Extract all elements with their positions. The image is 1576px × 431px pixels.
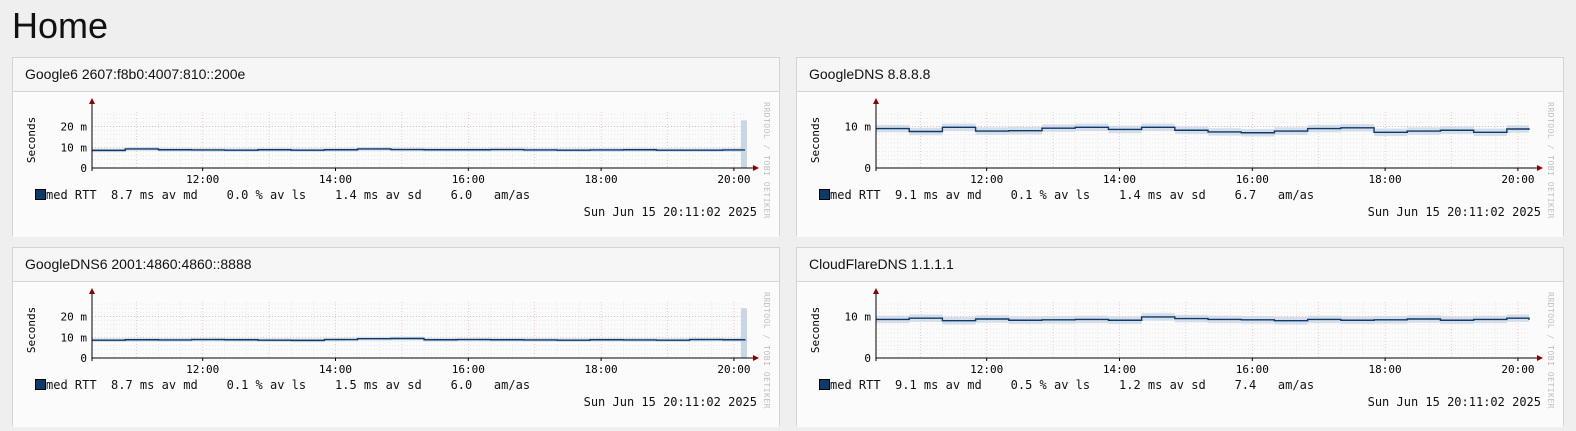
y-tick-label: 20 m	[61, 311, 88, 324]
y-tick-label: 10 m	[845, 311, 872, 324]
smoke-band	[92, 120, 747, 168]
legend: med RTT 8.7 ms av md 0.0 % av ls 1.4 ms …	[35, 188, 530, 202]
x-tick-label: 20:00	[1501, 173, 1534, 186]
y-axis-label: Seconds	[25, 117, 38, 163]
x-axis-arrow	[1537, 355, 1543, 361]
y-axis-arrow	[873, 288, 879, 294]
x-axis-arrow	[1537, 165, 1543, 171]
watermark: RRDTOOL / TOBI OETIKER	[1546, 102, 1555, 219]
panel-body: 0 10 m 20 m 12:00 14:00 16:00 18:00 20:00 Second…	[13, 282, 779, 427]
panel-body: 0 10 m 20 m 12:00 14:00 16:00 18:00 20:00 Second…	[13, 92, 779, 237]
y-axis-arrow	[89, 98, 95, 104]
x-tick-label: 12:00	[970, 173, 1003, 186]
x-tick-label: 20:00	[1501, 363, 1534, 376]
x-axis-arrow	[753, 355, 759, 361]
grid	[91, 112, 745, 169]
rtt-chart: 0 10 m 12:00 14:00 16:00 18:00 20:00 Seconds	[809, 98, 1543, 186]
legend-swatch	[819, 379, 830, 390]
y-tick-label: 10 m	[61, 331, 88, 344]
x-tick-label: 18:00	[1369, 363, 1402, 376]
series-line-med-rtt	[876, 316, 1530, 322]
graph-panel-google6: Google6 2607:f8b0:4007:810::200e 0 10 m 20…	[12, 57, 780, 237]
rtt-chart: 0 10 m 20 m 12:00 14:00 16:00 18:00 20:00 Second…	[25, 98, 759, 186]
y-tick-label: 0	[864, 352, 871, 365]
x-tick-label: 18:00	[585, 363, 618, 376]
y-tick-label: 10 m	[845, 121, 872, 134]
x-tick-label: 12:00	[186, 363, 219, 376]
rtt-chart: 0 10 m 12:00 14:00 16:00 18:00 20:00 Seconds	[809, 288, 1543, 376]
panel-title: Google6 2607:f8b0:4007:810::200e	[13, 58, 779, 92]
page-title: Home	[12, 5, 109, 46]
x-tick-label: 16:00	[1236, 173, 1269, 186]
watermark: RRDTOOL / TOBI OETIKER	[1546, 292, 1555, 409]
series-line-med-rtt	[876, 126, 1530, 134]
y-tick-label: 0	[80, 162, 87, 175]
x-tick-label: 18:00	[585, 173, 618, 186]
y-axis-arrow	[89, 288, 95, 294]
legend-stats: 8.7 ms av md 0.1 % av ls 1.5 ms av sd 6.…	[96, 378, 531, 392]
legend-stats: 9.1 ms av md 0.1 % av ls 1.4 ms av sd 6.…	[880, 188, 1315, 202]
series-line-med-rtt	[92, 148, 745, 152]
y-axis-label: Seconds	[25, 307, 38, 353]
grid	[875, 302, 1529, 359]
x-tick-label: 14:00	[319, 363, 352, 376]
panel-title: CloudFlareDNS 1.1.1.1	[797, 248, 1563, 282]
y-tick-label: 0	[864, 162, 871, 175]
y-axis-label: Seconds	[809, 117, 822, 163]
legend-label: med RTT	[46, 188, 97, 202]
x-axis-arrow	[753, 165, 759, 171]
graph-panel-googledns6: GoogleDNS6 2001:4860:4860::8888 0 10 m 20 …	[12, 247, 780, 427]
y-axis-label: Seconds	[809, 307, 822, 353]
legend-label: med RTT	[830, 188, 881, 202]
panel-body: 0 10 m 12:00 14:00 16:00 18:00 20:00 Seconds me…	[797, 282, 1563, 427]
timestamp: Sun Jun 15 20:11:02 2025	[583, 395, 757, 409]
x-tick-label: 12:00	[970, 363, 1003, 376]
y-axis-arrow	[873, 98, 879, 104]
x-tick-label: 20:00	[717, 363, 750, 376]
graph-panel-googledns: GoogleDNS 8.8.8.8 0 10 m 12:00 14:00 16:00 18…	[796, 57, 1564, 237]
legend-stats: 8.7 ms av md 0.0 % av ls 1.4 ms av sd 6.…	[96, 188, 531, 202]
x-tick-label: 14:00	[319, 173, 352, 186]
x-tick-label: 14:00	[1103, 173, 1136, 186]
legend-label: med RTT	[46, 378, 97, 392]
x-tick-label: 20:00	[717, 173, 750, 186]
y-tick-label: 0	[80, 352, 87, 365]
panel-title: GoogleDNS 8.8.8.8	[797, 58, 1563, 92]
timestamp: Sun Jun 15 20:11:02 2025	[583, 205, 757, 219]
legend-stats: 9.1 ms av md 0.5 % av ls 1.2 ms av sd 7.…	[880, 378, 1315, 392]
x-tick-label: 18:00	[1369, 173, 1402, 186]
watermark: RRDTOOL / TOBI OETIKER	[762, 292, 771, 409]
smoke-spike	[741, 308, 747, 358]
smoke-spike	[741, 120, 747, 168]
x-tick-label: 14:00	[1103, 363, 1136, 376]
graph-panel-cloudflaredns: CloudFlareDNS 1.1.1.1 0 10 m 12:00 14:00 16:…	[796, 247, 1564, 427]
legend: med RTT 9.1 ms av md 0.5 % av ls 1.2 ms …	[819, 378, 1314, 392]
x-tick-label: 16:00	[1236, 363, 1269, 376]
legend: med RTT 8.7 ms av md 0.1 % av ls 1.5 ms …	[35, 378, 530, 392]
watermark: RRDTOOL / TOBI OETIKER	[762, 102, 771, 219]
legend-swatch	[35, 379, 46, 390]
series-line-med-rtt	[92, 337, 746, 342]
y-tick-label: 20 m	[61, 121, 88, 134]
legend-swatch	[819, 189, 830, 200]
panel-body: 0 10 m 12:00 14:00 16:00 18:00 20:00 Seconds me…	[797, 92, 1563, 237]
panel-title: GoogleDNS6 2001:4860:4860::8888	[13, 248, 779, 282]
x-tick-label: 12:00	[186, 173, 219, 186]
timestamp: Sun Jun 15 20:11:02 2025	[1367, 395, 1541, 409]
grid	[875, 112, 1529, 169]
timestamp: Sun Jun 15 20:11:02 2025	[1367, 205, 1541, 219]
grid	[91, 302, 745, 359]
legend-swatch	[35, 189, 46, 200]
legend: med RTT 9.1 ms av md 0.1 % av ls 1.4 ms …	[819, 188, 1314, 202]
x-tick-label: 16:00	[452, 173, 485, 186]
x-tick-label: 16:00	[452, 363, 485, 376]
rtt-chart: 0 10 m 20 m 12:00 14:00 16:00 18:00 20:00 Second…	[25, 288, 759, 376]
legend-label: med RTT	[830, 378, 881, 392]
y-tick-label: 10 m	[61, 141, 88, 154]
